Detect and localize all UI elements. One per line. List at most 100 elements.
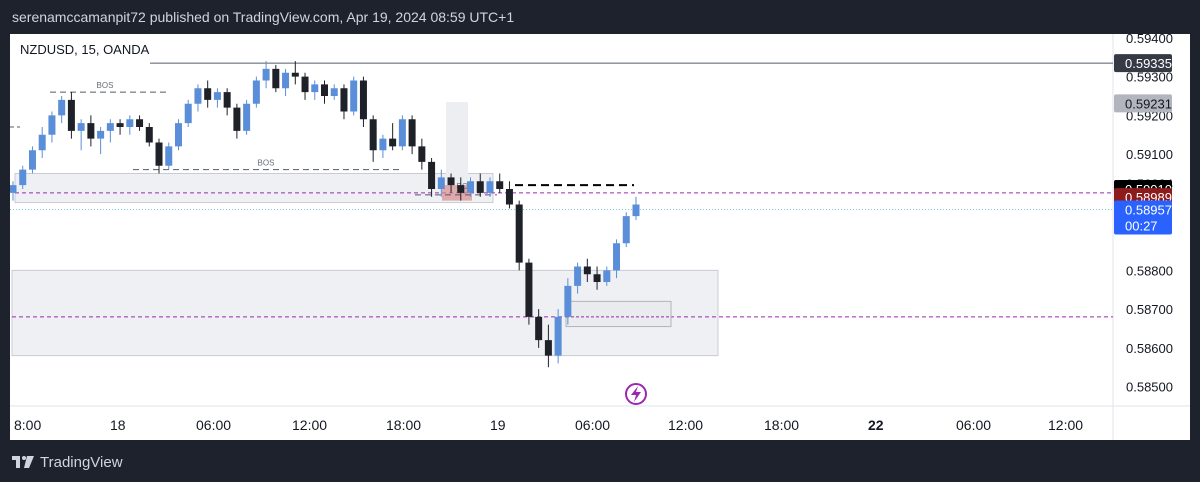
candle-body	[467, 181, 475, 193]
publish-text: serenamccamanpit72 published on TradingV…	[12, 9, 515, 25]
candle-body	[243, 103, 251, 131]
bos-label: BOS	[258, 159, 275, 168]
candle-body	[350, 80, 358, 112]
candle-body	[252, 80, 260, 104]
candle-body	[321, 84, 328, 96]
sell-block	[442, 185, 472, 201]
candle-body	[574, 266, 582, 286]
x-tick-label: 12:00	[1048, 417, 1083, 433]
candle-body	[583, 266, 591, 275]
candle-body	[457, 185, 465, 193]
y-tick-label: 0.58500	[1126, 380, 1173, 395]
candle-body	[515, 204, 523, 263]
candle-body	[340, 88, 348, 112]
candle-body	[38, 134, 46, 151]
candle-body	[554, 316, 562, 356]
tradingview-brand: TradingView	[40, 453, 123, 471]
candle-body	[301, 76, 309, 93]
y-tick-label: 0.58700	[1126, 302, 1173, 317]
candle-body	[116, 123, 124, 127]
footer-bar: TradingView	[0, 440, 1200, 482]
candle-body	[184, 103, 192, 124]
x-tick-label: 12:00	[668, 417, 703, 433]
candle-body	[389, 138, 397, 147]
candle-body	[213, 92, 221, 100]
candle-body	[408, 119, 416, 147]
price-marker-label: 0.58957	[1125, 203, 1172, 218]
candle-body	[369, 119, 377, 151]
x-tick-label: 8:00	[14, 417, 41, 433]
tradingview-logo[interactable]: TradingView	[12, 452, 123, 472]
candle-body	[428, 161, 436, 189]
y-tick-label: 0.59300	[1126, 70, 1173, 85]
price-marker-blue	[1114, 200, 1172, 235]
candle-body	[496, 181, 504, 189]
candle-body	[437, 177, 445, 189]
candle-body	[145, 127, 153, 143]
candle-body	[632, 204, 640, 217]
publish-header: serenamccamanpit72 published on TradingV…	[0, 0, 1200, 34]
candle-body	[262, 68, 270, 81]
price-marker-dark	[1114, 54, 1172, 73]
candle-body	[194, 88, 202, 104]
chart-panel[interactable]: BOS BOS BOS 0.59400 0.59300 0.59200 0.59100 0.5…	[10, 34, 1190, 440]
upper-zone	[14, 173, 494, 204]
candle-body	[486, 181, 494, 193]
candle-body	[67, 99, 75, 131]
x-tick-label: 18	[110, 417, 126, 433]
candle-body	[48, 115, 56, 135]
bos-label: BOS	[97, 81, 114, 90]
price-marker-label: 0.59335	[1125, 56, 1172, 71]
candle-body	[311, 84, 319, 93]
candle-body	[174, 123, 182, 147]
price-marker-gray	[1114, 94, 1172, 113]
candle-body	[106, 123, 114, 131]
candle-body	[223, 92, 231, 108]
y-tick-label: 0.58600	[1126, 341, 1173, 356]
demand-block	[565, 300, 672, 328]
candle-body	[476, 181, 484, 193]
candle-body	[593, 274, 601, 282]
candle-body	[28, 150, 36, 170]
price-marker-label: 0.59231	[1125, 96, 1172, 111]
candle-body	[233, 107, 241, 131]
candlestick-chart[interactable]: BOSBOSBOS0.594000.593000.592000.591000.5…	[10, 34, 1190, 440]
y-tick-label: 0.58800	[1126, 263, 1173, 278]
candle-body	[19, 169, 27, 186]
candle-body	[136, 119, 144, 127]
candle-body	[613, 243, 621, 271]
x-tick-label: 12:00	[292, 417, 327, 433]
candle-body	[379, 138, 387, 151]
candle-body	[535, 316, 543, 341]
candle-body	[77, 123, 85, 131]
x-tick-label: 06:00	[196, 417, 231, 433]
candle-body	[525, 262, 533, 317]
x-tick-label: 18:00	[764, 417, 799, 433]
price-marker-countdown: 00:27	[1125, 219, 1158, 234]
candle-body	[272, 68, 280, 89]
candle-body	[564, 285, 572, 317]
symbol-label[interactable]: NZDUSD, 15, OANDA	[20, 42, 150, 57]
candle-body	[359, 80, 367, 120]
bos-label: BOS	[457, 182, 474, 191]
supply-block	[446, 102, 468, 188]
candle-body	[165, 146, 173, 166]
x-tick-label: 22	[868, 417, 884, 433]
lightning-icon[interactable]	[625, 383, 647, 405]
candle-body	[291, 72, 299, 77]
candle-body	[505, 189, 513, 205]
x-tick-label: 06:00	[575, 417, 610, 433]
candle-body	[418, 146, 426, 162]
candle-body	[447, 177, 455, 186]
candle-body	[622, 216, 630, 244]
tradingview-logo-icon	[12, 456, 34, 468]
x-tick-label: 19	[490, 417, 506, 433]
candle-body	[155, 142, 163, 166]
candle-body	[282, 72, 290, 89]
candle-body	[398, 119, 406, 147]
candle-body	[87, 123, 95, 139]
y-tick-label: 0.59100	[1126, 147, 1173, 162]
x-tick-label: 18:00	[386, 417, 421, 433]
candle-body	[10, 185, 17, 193]
candle-body	[97, 130, 105, 139]
